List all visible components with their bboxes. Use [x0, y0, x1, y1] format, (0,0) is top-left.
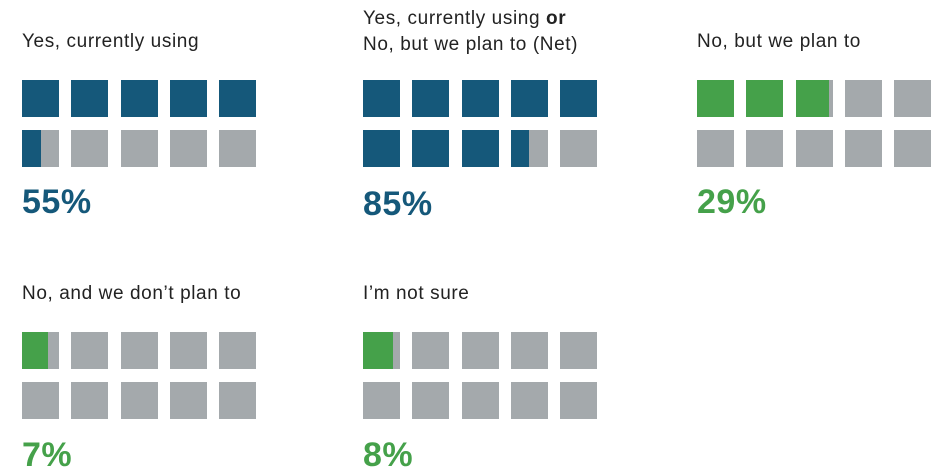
- waffle-square: [120, 80, 158, 117]
- waffle-grid: [363, 80, 599, 168]
- waffle-square: [697, 80, 734, 117]
- waffle-square: [363, 382, 400, 419]
- waffle-grid: [697, 80, 933, 168]
- waffle-square-fill: [71, 80, 109, 117]
- waffle-square: [22, 130, 59, 167]
- waffle-square: [71, 130, 109, 167]
- waffle-square-fill: [746, 80, 784, 117]
- waffle-square: [412, 80, 450, 117]
- panel-title-or: or: [546, 8, 567, 29]
- panel-title: Yes, currently using: [22, 31, 200, 52]
- waffle-square: [461, 80, 499, 117]
- panel-title: No, but we plan to: [697, 31, 861, 52]
- waffle-square: [363, 80, 400, 117]
- waffle-square: [560, 130, 598, 167]
- waffle-grid: [22, 80, 258, 168]
- waffle-square-fill: [412, 80, 450, 117]
- waffle-square: [746, 80, 784, 117]
- waffle-square: [412, 332, 450, 369]
- waffle-square: [71, 80, 109, 117]
- waffle-square-fill: [22, 332, 48, 369]
- waffle-square: [461, 382, 499, 419]
- waffle-square-fill: [461, 80, 499, 117]
- waffle-square-fill: [461, 130, 499, 167]
- waffle-square: [560, 332, 598, 369]
- waffle-square: [560, 382, 598, 419]
- waffle-square: [71, 332, 109, 369]
- waffle-square: [412, 130, 450, 167]
- waffle-square: [120, 130, 158, 167]
- waffle-square: [461, 130, 499, 167]
- waffle-square: [894, 130, 932, 167]
- waffle-square-fill: [22, 80, 59, 117]
- waffle-square: [219, 382, 257, 419]
- waffle-square: [219, 80, 257, 117]
- waffle-square: [22, 332, 59, 369]
- waffle-square: [219, 130, 257, 167]
- waffle-square: [795, 130, 833, 167]
- waffle-square: [510, 332, 548, 369]
- waffle-square: [560, 80, 598, 117]
- waffle-square-fill: [510, 130, 530, 167]
- waffle-square: [844, 80, 882, 117]
- waffle-square-fill: [22, 130, 41, 167]
- waffle-square: [71, 382, 109, 419]
- waffle-square-fill: [697, 80, 734, 117]
- waffle-square-fill: [169, 80, 207, 117]
- waffle-square: [169, 80, 207, 117]
- waffle-square-fill: [120, 80, 158, 117]
- waffle-square-fill: [510, 80, 548, 117]
- waffle-square: [510, 130, 548, 167]
- panel-title: I’m not sure: [363, 283, 470, 304]
- panel-title-part: No, but we plan to (Net): [363, 34, 579, 55]
- waffle-square: [219, 332, 257, 369]
- percent-label: 7%: [22, 436, 73, 473]
- waffle-square-fill: [363, 130, 400, 167]
- percent-label: 8%: [363, 436, 414, 473]
- waffle-square: [697, 130, 734, 167]
- waffle-square: [120, 382, 158, 419]
- waffle-square-fill: [795, 80, 829, 117]
- waffle-square-fill: [219, 80, 257, 117]
- waffle-square: [795, 80, 833, 117]
- waffle-square: [461, 332, 499, 369]
- waffle-square: [746, 130, 784, 167]
- percent-label: 55%: [22, 183, 92, 221]
- waffle-square: [412, 382, 450, 419]
- waffle-square-fill: [363, 332, 393, 369]
- percent-label: 85%: [363, 185, 433, 223]
- waffle-square: [844, 130, 882, 167]
- waffle-square: [363, 130, 400, 167]
- panel-title: Yes, currently using or No, but we plan …: [363, 6, 578, 58]
- waffle-square: [894, 80, 932, 117]
- waffle-square-fill: [560, 80, 598, 117]
- percent-label: 29%: [697, 183, 767, 221]
- waffle-square-fill: [363, 80, 400, 117]
- waffle-grid: [22, 332, 258, 420]
- waffle-square: [510, 80, 548, 117]
- waffle-square: [22, 382, 59, 419]
- waffle-square: [22, 80, 59, 117]
- panel-title: No, and we don’t plan to: [22, 283, 242, 304]
- waffle-square: [510, 382, 548, 419]
- waffle-square: [169, 382, 207, 419]
- waffle-square: [169, 332, 207, 369]
- waffle-grid: [363, 332, 599, 420]
- waffle-square: [169, 130, 207, 167]
- waffle-square-fill: [412, 130, 450, 167]
- waffle-square: [120, 332, 158, 369]
- waffle-square: [363, 332, 400, 369]
- panel-title-part: Yes, currently using: [363, 8, 546, 29]
